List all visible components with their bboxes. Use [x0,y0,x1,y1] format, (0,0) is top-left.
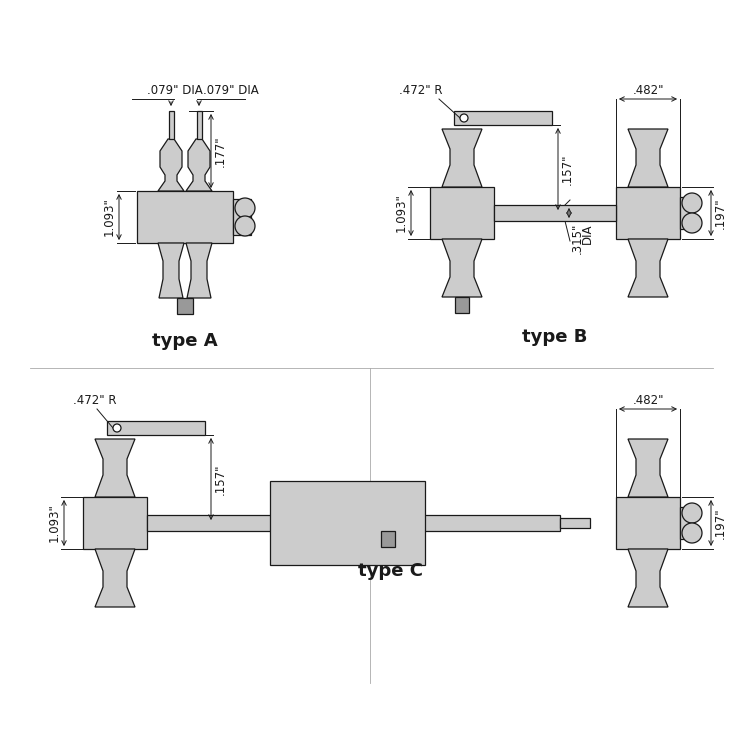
Text: type B: type B [522,328,588,346]
Text: 1.093": 1.093" [103,198,116,236]
Circle shape [113,424,121,432]
Circle shape [460,114,468,122]
Text: .079" DIA: .079" DIA [147,84,203,97]
Bar [680,197,694,229]
Bar [137,191,233,243]
Polygon shape [628,549,668,607]
Bar [494,205,616,221]
Text: .157": .157" [214,463,227,495]
Bar [177,298,193,314]
Text: .472" R: .472" R [73,394,117,407]
Text: .197": .197" [714,507,727,539]
Polygon shape [158,139,184,191]
Bar [83,497,147,549]
Text: .482": .482" [632,394,663,407]
Text: type A: type A [152,332,218,350]
Bar [455,297,469,313]
Bar [196,111,201,139]
Text: 1.093": 1.093" [48,504,61,542]
Circle shape [682,213,702,233]
Polygon shape [628,129,668,187]
Circle shape [682,523,702,543]
Bar [169,111,174,139]
Bar [616,497,680,549]
Bar [270,481,425,565]
Bar [233,199,251,235]
Bar [616,187,680,239]
Bar [454,111,552,125]
Polygon shape [628,239,668,297]
Text: .079" DIA: .079" DIA [203,84,259,97]
Polygon shape [186,139,212,191]
Text: .472" R: .472" R [399,84,443,97]
Text: .157": .157" [561,153,574,185]
Polygon shape [158,243,184,298]
Polygon shape [95,439,135,497]
Text: .177": .177" [214,135,227,167]
Polygon shape [186,243,212,298]
Text: .482": .482" [632,84,663,97]
Circle shape [235,216,255,236]
Polygon shape [628,439,668,497]
Text: 1.093": 1.093" [395,194,408,233]
Text: .315": .315" [571,223,584,254]
Bar [430,187,494,239]
Bar [380,531,395,547]
Circle shape [682,193,702,213]
Bar [147,515,560,531]
Bar [680,507,694,539]
Text: DIA: DIA [581,223,594,244]
Text: type C: type C [357,562,423,580]
Bar [560,518,590,528]
Circle shape [235,198,255,218]
Text: .197": .197" [714,197,727,229]
Polygon shape [442,239,482,297]
Circle shape [682,503,702,523]
Polygon shape [95,549,135,607]
Polygon shape [442,129,482,187]
Bar [107,421,205,435]
